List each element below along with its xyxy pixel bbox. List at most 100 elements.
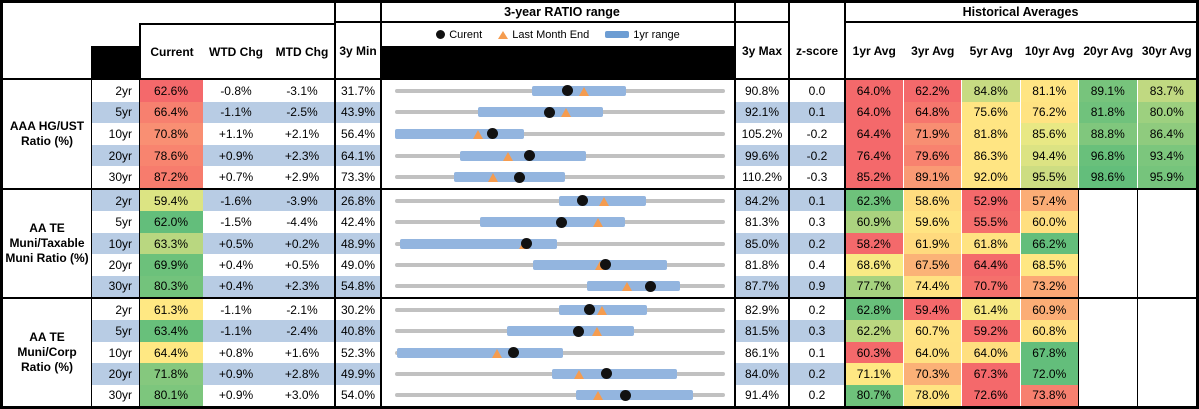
current-dot [576,195,588,207]
range-chart [381,144,735,167]
avg-cell: 62.3% [845,190,904,212]
current-cell: 70.8% [139,123,203,145]
range-bar [460,150,586,161]
avg-cell [1137,341,1196,364]
table-gridline [844,3,846,406]
avg-cell [1137,363,1196,385]
wtd-chg-cell: -1.1% [220,302,252,317]
avg-cell: 88.8% [1079,123,1138,145]
change-columns-header: Current WTD Chg MTD Chg [139,23,335,78]
historical-averages-column-headers: 1yr Avg 3yr Avg 5yr Avg 10yr Avg 20yr Av… [845,23,1196,78]
avg-cell: 80.0% [1137,101,1196,124]
wtd-chg-cell: +0.4% [203,275,269,298]
3y-min-cell: 56.4% [340,126,376,141]
avg-cell: 52.9% [962,190,1021,212]
wtd-chg-cell: +0.7% [218,170,254,185]
current-dot [584,304,596,316]
last-month-triangle [579,86,590,96]
avg-cell: 70.7% [962,275,1021,298]
avg-cell [1137,211,1196,233]
table-row: 10yr 64.4% +0.8% +1.6% 52.3% 86.1% 0.1 60.3% 64.… [91,341,1196,364]
last-month-triangle [487,173,498,183]
current-dot [599,259,611,271]
3yr-avg-column-header: 3yr Avg [911,43,955,58]
3y-max-cell: 81.8% [744,257,780,272]
range-chart [381,211,735,233]
avg-cell: 89.1% [1079,80,1138,102]
tenor-cell: 5yr [91,320,139,342]
last-month-triangle [593,218,604,228]
avg-cell: 80.7% [845,384,904,406]
3y-min-cell: 54.8% [335,275,381,298]
3y-min-cell: 40.8% [335,320,381,342]
mtd-chg-column-header: MTD Chg [275,44,329,59]
tenor-cell: 10yr [108,126,132,141]
range-chart-header: Curent Last Month End 1yr range [381,23,735,78]
3y-max-cell: 110.2% [742,170,782,185]
range-chart [381,320,735,342]
avg-cell [1137,275,1196,298]
current-cell: 87.2% [139,166,203,188]
group-label: AA TE Muni/Taxable Muni Ratio (%) [3,190,91,297]
avg-cell: 81.8% [1079,101,1138,124]
30yr-avg-column-header: 30yr Avg [1141,43,1192,58]
avg-cell: 60.8% [1020,320,1079,342]
table-row: 10yr 63.3% +0.5% +0.2% 48.9% 85.0% 0.2 58.2% 61.… [91,232,1196,255]
mtd-chg-cell: -3.9% [269,190,335,212]
mtd-chg-cell: -2.4% [269,320,335,342]
3y-max-cell: 105.2% [741,126,783,141]
mtd-chg-cell: +1.6% [284,345,320,360]
z-score-cell: 0.2 [808,302,826,317]
mtd-chg-cell: +2.1% [284,126,320,141]
z-score-cell: 0.2 [789,232,845,255]
last-month-triangle [560,108,571,118]
avg-cell: 96.8% [1079,144,1138,167]
current-dot [521,238,533,250]
3y-max-cell: 90.8% [744,83,780,98]
table-row: 20yr 69.9% +0.4% +0.5% 49.0% 81.8% 0.4 68.6% 67.… [91,254,1196,276]
3y-max-cell: 85.0% [735,232,789,255]
3y-min-cell: 49.9% [335,363,381,385]
range-bar [399,238,557,249]
last-month-triangle [599,196,610,206]
avg-cell: 62.8% [845,299,904,321]
ratio-group: AA TE Muni/Taxable Muni Ratio (%) 2yr 59.4… [3,188,1196,298]
z-score-cell: 0.1 [789,101,845,124]
avg-cell: 68.6% [845,254,904,276]
range-chart [381,341,735,364]
current-cell: 66.4% [139,101,203,124]
wtd-chg-cell: +0.8% [218,345,254,360]
3y-max-cell: 81.3% [744,215,780,230]
avg-cell: 83.7% [1137,80,1196,102]
avg-cell: 75.6% [962,101,1021,124]
mtd-chg-cell: +2.9% [284,170,320,185]
tenor-cell: 20yr [91,363,139,385]
last-month-triangle [492,348,502,358]
avg-cell: 70.3% [903,363,962,385]
1yr-avg-column-header: 1yr Avg [852,43,896,58]
ratio-group: AAA HG/UST Ratio (%) 2yr 62.6% -0.8% -3.1% 31… [3,80,1196,188]
table-row: 5yr 63.4% -1.1% -2.4% 40.8% 81.5% 0.3 62.2% 60.7… [91,320,1196,342]
range-chart [381,232,735,255]
table-row: 2yr 61.3% -1.1% -2.1% 30.2% 82.9% 0.2 62.8% 59.4… [91,299,1196,321]
table-row: 20yr 78.6% +0.9% +2.3% 64.1% 99.6% -0.2 76.4% 79… [91,144,1196,167]
z-score-column-header: z-score [795,43,839,58]
avg-cell: 58.6% [903,190,962,212]
legend-current-label: Curent [449,28,483,41]
range-chart [381,166,735,188]
3y-min-cell: 26.8% [335,190,381,212]
avg-cell: 62.2% [845,320,904,342]
avg-cell [1079,232,1138,255]
avg-cell [1137,320,1196,342]
3y-min-column-header: 3y Min [339,43,377,58]
range-bar [575,390,694,401]
tenor-cell: 2yr [115,83,132,98]
avg-cell [1079,320,1138,342]
range-chart [381,275,735,298]
avg-cell: 78.0% [903,384,962,406]
avg-cell: 60.3% [845,341,904,364]
table-row: 2yr 62.6% -0.8% -3.1% 31.7% 90.8% 0.0 64.0% 62.2… [91,80,1196,102]
range-chart [381,101,735,124]
avg-cell: 85.2% [845,166,904,188]
3y-max-cell: 84.0% [735,363,789,385]
